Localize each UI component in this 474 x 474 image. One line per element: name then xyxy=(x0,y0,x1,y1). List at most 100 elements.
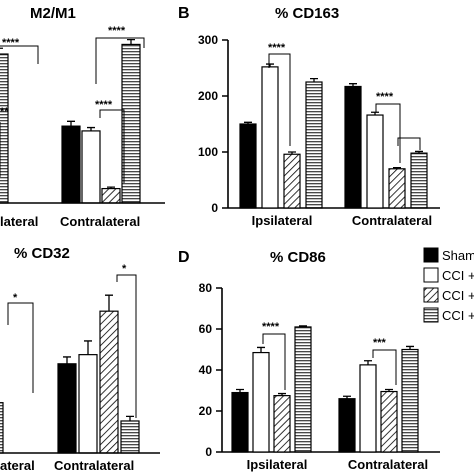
panel-a-title: M2/M1 xyxy=(30,5,76,22)
legend-swatch-sham xyxy=(423,247,439,263)
panel-b-bracket xyxy=(268,53,291,146)
error-bar xyxy=(415,150,423,154)
error-bar xyxy=(393,167,401,169)
bar xyxy=(344,85,362,209)
panel-d-y-tick: 40 xyxy=(199,363,213,377)
error-bar xyxy=(364,360,372,365)
bar xyxy=(231,391,249,453)
legend-label: CCI + xyxy=(442,268,474,283)
bar xyxy=(0,402,4,454)
panel-b-sig-label: **** xyxy=(268,42,286,54)
bar xyxy=(61,125,81,204)
legend-label: CCI + xyxy=(442,308,474,323)
panel-c: % CD32 ateral Contralateral * * xyxy=(0,245,160,473)
panel-a-bars xyxy=(0,43,141,204)
bar xyxy=(401,348,419,453)
error-bar xyxy=(87,126,95,131)
panel-b-bars xyxy=(239,66,428,209)
error-bar xyxy=(406,345,414,350)
panel-b-sig-label: **** xyxy=(376,91,394,103)
panel-d-y-tick: 60 xyxy=(199,322,213,336)
panel-b-y-tick: 0 xyxy=(211,201,218,215)
error-bar xyxy=(126,415,134,421)
panel-b-title: % CD163 xyxy=(275,5,339,22)
panel-a-bracket xyxy=(99,109,125,183)
panel-d-y-tick: 80 xyxy=(199,281,213,295)
panel-b-significance: **** **** xyxy=(268,42,421,163)
error-bar xyxy=(0,47,3,49)
bar xyxy=(305,81,323,209)
panel-d-y-tick: 0 xyxy=(205,445,212,459)
legend-swatch-cci-3 xyxy=(423,307,439,323)
panel-c-sig-label: * xyxy=(13,292,18,304)
panel-d-sig-label: *** xyxy=(373,337,387,349)
error-bar xyxy=(288,151,296,155)
bar xyxy=(273,395,291,453)
error-bar xyxy=(299,325,307,327)
bar xyxy=(101,187,121,204)
panel-c-bars xyxy=(0,310,140,454)
panel-d-bars xyxy=(231,326,419,453)
bar xyxy=(261,66,279,209)
error-bar xyxy=(105,294,113,312)
panel-a-sig-label: ** xyxy=(0,106,9,118)
panel-d-category-label: Contralateral xyxy=(348,457,428,472)
panel-a-sig-label: **** xyxy=(2,37,20,49)
bar xyxy=(294,326,312,453)
panel-a-sig-label: **** xyxy=(95,99,113,111)
panel-a-errors xyxy=(0,38,135,189)
legend-label: CCI + xyxy=(442,288,474,303)
panel-c-significance: * * xyxy=(7,263,137,418)
error-bar xyxy=(349,83,357,87)
panel-b-category-label: Ipsilateral xyxy=(252,213,313,228)
panel-b: B % CD163 0 100 200 300 Ipsilateral Cont… xyxy=(178,5,440,228)
bar xyxy=(388,168,406,209)
panel-c-title: % CD32 xyxy=(14,245,70,262)
error-bar xyxy=(63,356,71,364)
error-bar xyxy=(236,388,244,393)
panel-a-sig-label: **** xyxy=(108,25,126,37)
panel-d-category-label: Ipsilateral xyxy=(247,457,308,472)
bar xyxy=(380,390,398,453)
panel-a-significance: ** **** **** **** xyxy=(0,25,145,183)
panel-b-y-tick: 200 xyxy=(198,89,218,103)
bar xyxy=(239,123,257,209)
bar xyxy=(0,53,9,204)
panel-c-bracket xyxy=(116,274,137,418)
bar xyxy=(410,152,428,209)
bar xyxy=(81,130,101,204)
panel-d-sig-label: **** xyxy=(262,321,280,333)
panel-d-bracket xyxy=(262,333,286,390)
panel-d-errors xyxy=(236,325,414,399)
error-bar xyxy=(310,77,318,82)
bar xyxy=(252,351,270,453)
bar xyxy=(120,420,140,454)
error-bar xyxy=(278,392,286,396)
panel-c-sig-label: * xyxy=(122,263,127,275)
panel-b-category-label: Contralateral xyxy=(352,213,432,228)
panel-d-bracket xyxy=(372,349,397,385)
panel-a-bracket xyxy=(95,37,145,84)
error-bar xyxy=(343,395,351,399)
panel-c-category-label: Contralateral xyxy=(54,458,134,473)
panel-b-bracket xyxy=(397,137,421,150)
error-bar xyxy=(385,388,393,392)
bar xyxy=(99,310,119,454)
bar xyxy=(283,153,301,209)
error-bar xyxy=(244,121,252,124)
bar xyxy=(121,43,141,204)
error-bar xyxy=(266,63,274,67)
panel-c-bracket xyxy=(7,302,34,393)
legend-label: Sham xyxy=(442,248,474,263)
panel-a-category-label: Contralateral xyxy=(60,214,140,229)
bar xyxy=(366,114,384,209)
error-bar xyxy=(67,120,75,127)
panel-b-label: B xyxy=(178,5,190,22)
error-bar xyxy=(107,186,115,189)
legend-swatch-cci-2 xyxy=(423,287,439,303)
panel-a-bracket xyxy=(0,45,39,64)
panel-b-y-axis xyxy=(222,39,229,209)
bar xyxy=(78,354,98,454)
panel-a: M2/M1 lateral Contralateral ** **** ****… xyxy=(0,5,165,229)
